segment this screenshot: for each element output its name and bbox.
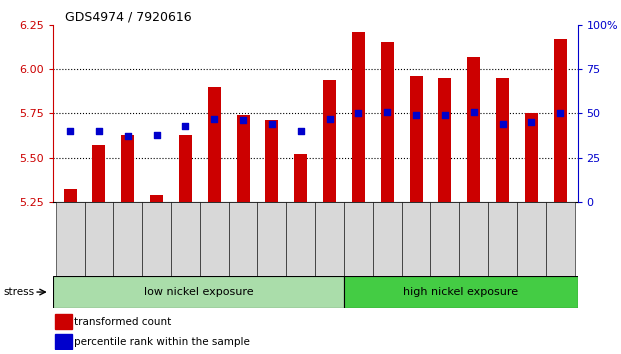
Bar bbox=[56, 202, 84, 276]
Bar bbox=[294, 154, 307, 202]
Point bbox=[527, 119, 537, 125]
Bar bbox=[323, 80, 336, 202]
Bar bbox=[121, 135, 134, 202]
Point bbox=[181, 123, 191, 129]
Bar bbox=[265, 120, 278, 202]
Bar bbox=[55, 334, 72, 348]
Bar bbox=[229, 202, 258, 276]
Bar bbox=[438, 78, 451, 202]
Bar bbox=[179, 135, 192, 202]
Bar bbox=[237, 115, 250, 202]
Point bbox=[296, 128, 306, 134]
Bar bbox=[344, 202, 373, 276]
Text: GDS4974 / 7920616: GDS4974 / 7920616 bbox=[65, 11, 192, 24]
Bar bbox=[315, 202, 344, 276]
Bar bbox=[208, 87, 220, 202]
Bar bbox=[467, 57, 480, 202]
Point bbox=[209, 116, 219, 121]
Point bbox=[325, 116, 335, 121]
Text: stress: stress bbox=[3, 287, 34, 297]
Bar bbox=[258, 202, 286, 276]
Point bbox=[267, 121, 277, 127]
Text: low nickel exposure: low nickel exposure bbox=[143, 287, 253, 297]
Bar bbox=[114, 202, 142, 276]
Bar bbox=[517, 202, 546, 276]
Bar bbox=[373, 202, 402, 276]
Text: high nickel exposure: high nickel exposure bbox=[404, 287, 519, 297]
Text: transformed count: transformed count bbox=[74, 318, 171, 327]
Text: percentile rank within the sample: percentile rank within the sample bbox=[74, 337, 250, 347]
Point bbox=[469, 109, 479, 114]
Bar bbox=[142, 202, 171, 276]
Point bbox=[497, 121, 507, 127]
Point bbox=[353, 110, 363, 116]
Point bbox=[238, 118, 248, 123]
Point bbox=[152, 132, 161, 137]
Bar bbox=[150, 195, 163, 202]
Bar bbox=[200, 202, 229, 276]
Point bbox=[65, 128, 75, 134]
Bar bbox=[344, 276, 578, 308]
Bar bbox=[352, 32, 365, 202]
Bar bbox=[488, 202, 517, 276]
Bar bbox=[546, 202, 574, 276]
Point bbox=[94, 128, 104, 134]
Bar bbox=[402, 202, 430, 276]
Bar bbox=[460, 202, 488, 276]
Bar bbox=[381, 42, 394, 202]
Point bbox=[411, 112, 421, 118]
Bar bbox=[93, 145, 106, 202]
Bar bbox=[171, 202, 200, 276]
Point bbox=[440, 112, 450, 118]
Bar bbox=[410, 76, 422, 202]
Bar bbox=[554, 39, 567, 202]
Bar bbox=[430, 202, 460, 276]
Bar bbox=[525, 113, 538, 202]
Point bbox=[555, 110, 565, 116]
Bar bbox=[84, 202, 114, 276]
Bar bbox=[496, 78, 509, 202]
Point bbox=[123, 133, 133, 139]
Point bbox=[383, 109, 392, 114]
Bar bbox=[53, 276, 344, 308]
Bar bbox=[63, 189, 76, 202]
Bar bbox=[55, 314, 72, 329]
Bar bbox=[286, 202, 315, 276]
